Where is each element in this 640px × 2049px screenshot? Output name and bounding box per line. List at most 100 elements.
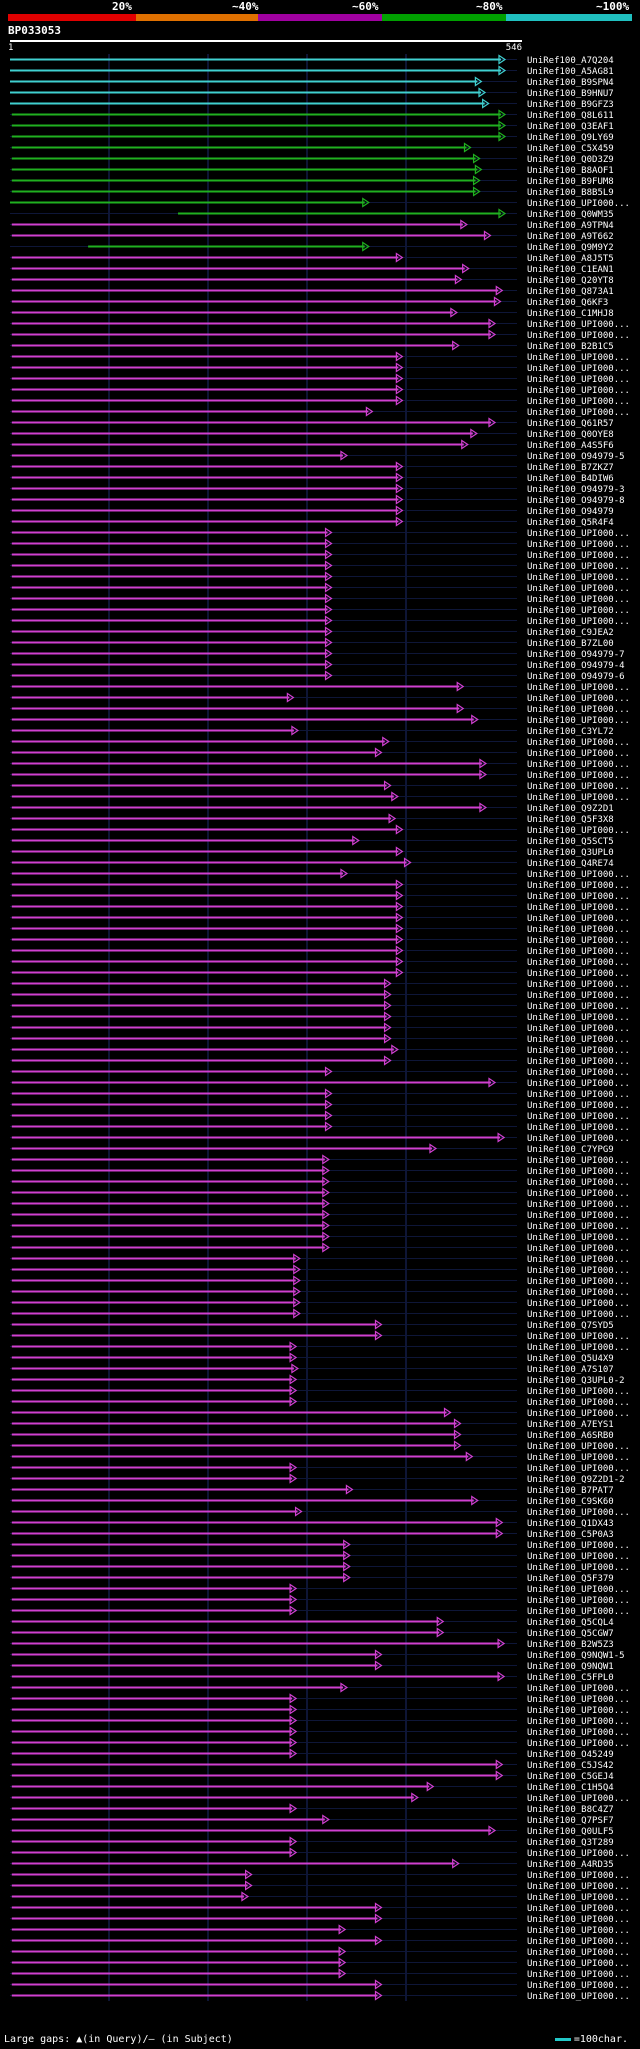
hit-label[interactable]: UniRef100_UPI000... — [527, 936, 630, 946]
hit-label[interactable]: UniRef100_Q6KF3 — [527, 298, 608, 308]
hit-label[interactable]: UniRef100_UPI000... — [527, 947, 630, 957]
hit-label[interactable]: UniRef100_Q0OYE8 — [527, 430, 614, 440]
hit-label[interactable]: UniRef100_UPI000... — [527, 1013, 630, 1023]
hit-label[interactable]: UniRef100_UPI000... — [527, 1244, 630, 1254]
hit-label[interactable]: UniRef100_B7PAT7 — [527, 1486, 614, 1496]
hit-label[interactable]: UniRef100_A9TPN4 — [527, 221, 614, 231]
hit-label[interactable]: UniRef100_UPI000... — [527, 408, 630, 418]
hit-label[interactable]: UniRef100_A7EYS1 — [527, 1420, 614, 1430]
hit-label[interactable]: UniRef100_UPI000... — [527, 1948, 630, 1958]
hit-label[interactable]: UniRef100_C3YL72 — [527, 727, 614, 737]
hit-label[interactable]: UniRef100_UPI000... — [527, 1970, 630, 1980]
hit-label[interactable]: UniRef100_O45249 — [527, 1750, 614, 1760]
hit-label[interactable]: UniRef100_UPI000... — [527, 1398, 630, 1408]
hit-label[interactable]: UniRef100_B4DIW6 — [527, 474, 614, 484]
hit-label[interactable]: UniRef100_UPI000... — [527, 386, 630, 396]
hit-label[interactable]: UniRef100_Q5F3X8 — [527, 815, 614, 825]
hit-label[interactable]: UniRef100_UPI000... — [527, 826, 630, 836]
hit-label[interactable]: UniRef100_UPI000... — [527, 540, 630, 550]
hit-label[interactable]: UniRef100_B2B1C5 — [527, 342, 614, 352]
hit-label[interactable]: UniRef100_UPI000... — [527, 1068, 630, 1078]
hit-label[interactable]: UniRef100_Q61R57 — [527, 419, 614, 429]
hit-label[interactable]: UniRef100_UPI000... — [527, 903, 630, 913]
hit-label[interactable]: UniRef100_Q9M9Y2 — [527, 243, 614, 253]
hit-label[interactable]: UniRef100_Q9LY69 — [527, 133, 614, 143]
hit-label[interactable]: UniRef100_UPI000... — [527, 1717, 630, 1727]
hit-label[interactable]: UniRef100_A5AG81 — [527, 67, 614, 77]
hit-label[interactable]: UniRef100_Q9NQW1 — [527, 1662, 614, 1672]
hit-label[interactable]: UniRef100_B9FUM8 — [527, 177, 614, 187]
hit-label[interactable]: UniRef100_UPI000... — [527, 1464, 630, 1474]
hit-label[interactable]: UniRef100_UPI000... — [527, 364, 630, 374]
hit-label[interactable]: UniRef100_B8B5L9 — [527, 188, 614, 198]
hit-label[interactable]: UniRef100_UPI000... — [527, 1200, 630, 1210]
hit-label[interactable]: UniRef100_UPI000... — [527, 1046, 630, 1056]
hit-label[interactable]: UniRef100_UPI000... — [527, 331, 630, 341]
hit-label[interactable]: UniRef100_UPI000... — [527, 1409, 630, 1419]
hit-label[interactable]: UniRef100_O94979-5 — [527, 452, 625, 462]
hit-label[interactable]: UniRef100_O94979-7 — [527, 650, 625, 660]
hit-label[interactable]: UniRef100_UPI000... — [527, 914, 630, 924]
hit-label[interactable]: UniRef100_UPI000... — [527, 958, 630, 968]
hit-label[interactable]: UniRef100_UPI000... — [527, 771, 630, 781]
hit-label[interactable]: UniRef100_Q5R4F4 — [527, 518, 614, 528]
hit-label[interactable]: UniRef100_UPI000... — [527, 1310, 630, 1320]
hit-label[interactable]: UniRef100_UPI000... — [527, 1849, 630, 1859]
hit-label[interactable]: UniRef100_UPI000... — [527, 969, 630, 979]
hit-label[interactable]: UniRef100_UPI000... — [527, 1926, 630, 1936]
hit-label[interactable]: UniRef100_UPI000... — [527, 1079, 630, 1089]
hit-label[interactable]: UniRef100_Q9Z2D1 — [527, 804, 614, 814]
hit-label[interactable]: UniRef100_C5JS42 — [527, 1761, 614, 1771]
hit-label[interactable]: UniRef100_O94979-6 — [527, 672, 625, 682]
hit-label[interactable]: UniRef100_Q20YT8 — [527, 276, 614, 286]
hit-label[interactable]: UniRef100_UPI000... — [527, 749, 630, 759]
hit-label[interactable]: UniRef100_UPI000... — [527, 760, 630, 770]
hit-label[interactable]: UniRef100_UPI000... — [527, 562, 630, 572]
hit-label[interactable]: UniRef100_UPI000... — [527, 1695, 630, 1705]
hit-label[interactable]: UniRef100_Q5F379 — [527, 1574, 614, 1584]
hit-label[interactable]: UniRef100_A6SRB0 — [527, 1431, 614, 1441]
hit-label[interactable]: UniRef100_C5FPL0 — [527, 1673, 614, 1683]
hit-label[interactable]: UniRef100_UPI000... — [527, 606, 630, 616]
hit-label[interactable]: UniRef100_UPI000... — [527, 529, 630, 539]
hit-label[interactable]: UniRef100_B2W5Z3 — [527, 1640, 614, 1650]
hit-label[interactable]: UniRef100_UPI000... — [527, 320, 630, 330]
hit-label[interactable]: UniRef100_UPI000... — [527, 1343, 630, 1353]
hit-label[interactable]: UniRef100_Q5CGW7 — [527, 1629, 614, 1639]
hit-label[interactable]: UniRef100_UPI000... — [527, 1002, 630, 1012]
hit-label[interactable]: UniRef100_A7S107 — [527, 1365, 614, 1375]
hit-label[interactable]: UniRef100_UPI000... — [527, 1552, 630, 1562]
hit-label[interactable]: UniRef100_C1EAN1 — [527, 265, 614, 275]
hit-label[interactable]: UniRef100_C9SK60 — [527, 1497, 614, 1507]
hit-label[interactable]: UniRef100_UPI000... — [527, 1233, 630, 1243]
hit-label[interactable]: UniRef100_UPI000... — [527, 1101, 630, 1111]
hit-label[interactable]: UniRef100_B8AOF1 — [527, 166, 614, 176]
hit-label[interactable]: UniRef100_UPI000... — [527, 1299, 630, 1309]
hit-label[interactable]: UniRef100_B7ZL00 — [527, 639, 614, 649]
hit-label[interactable]: UniRef100_Q9Z2D1-2 — [527, 1475, 625, 1485]
hit-label[interactable]: UniRef100_UPI000... — [527, 1871, 630, 1881]
hit-label[interactable]: UniRef100_UPI000... — [527, 1607, 630, 1617]
hit-label[interactable]: UniRef100_A7Q204 — [527, 56, 614, 66]
hit-label[interactable]: UniRef100_UPI000... — [527, 991, 630, 1001]
hit-label[interactable]: UniRef100_Q4RE74 — [527, 859, 614, 869]
hit-label[interactable]: UniRef100_UPI000... — [527, 1959, 630, 1969]
hit-label[interactable]: UniRef100_UPI000... — [527, 1442, 630, 1452]
hit-label[interactable]: UniRef100_O94979 — [527, 507, 614, 517]
hit-label[interactable]: UniRef100_UPI000... — [527, 705, 630, 715]
hit-label[interactable]: UniRef100_A8J5T5 — [527, 254, 614, 264]
hit-label[interactable]: UniRef100_B8C4Z7 — [527, 1805, 614, 1815]
hit-label[interactable]: UniRef100_Q3T289 — [527, 1838, 614, 1848]
hit-label[interactable]: UniRef100_UPI000... — [527, 397, 630, 407]
hit-label[interactable]: UniRef100_O94979-4 — [527, 661, 625, 671]
hit-label[interactable]: UniRef100_UPI000... — [527, 1937, 630, 1947]
hit-label[interactable]: UniRef100_A4RD35 — [527, 1860, 614, 1870]
hit-label[interactable]: UniRef100_UPI000... — [527, 1728, 630, 1738]
hit-label[interactable]: UniRef100_UPI000... — [527, 881, 630, 891]
hit-label[interactable]: UniRef100_Q0WM35 — [527, 210, 614, 220]
hit-label[interactable]: UniRef100_UPI000... — [527, 1387, 630, 1397]
hit-label[interactable]: UniRef100_UPI000... — [527, 1167, 630, 1177]
hit-label[interactable]: UniRef100_UPI000... — [527, 1112, 630, 1122]
hit-label[interactable]: UniRef100_UPI000... — [527, 573, 630, 583]
hit-label[interactable]: UniRef100_A9T662 — [527, 232, 614, 242]
